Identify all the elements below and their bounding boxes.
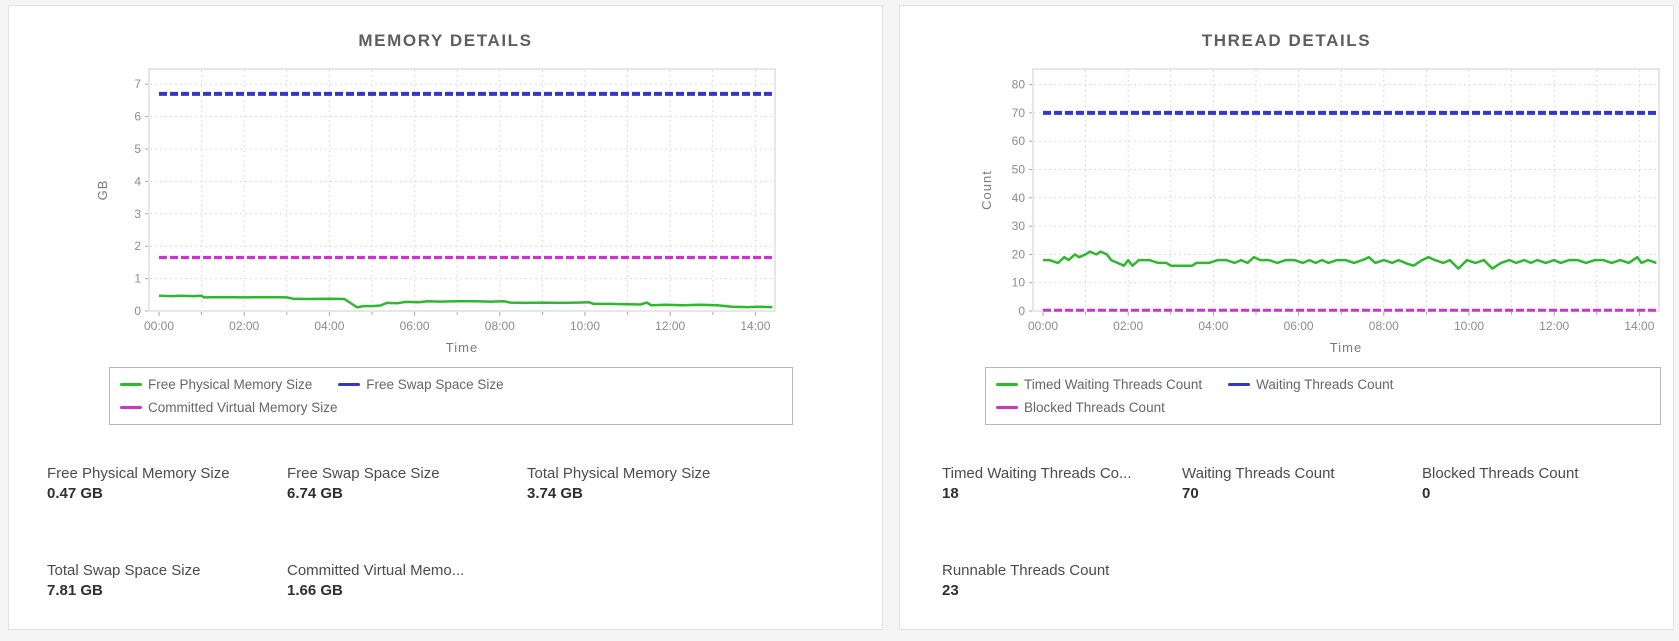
svg-text:00:00: 00:00: [1028, 319, 1058, 333]
svg-text:10:00: 10:00: [570, 319, 600, 333]
legend-label: Waiting Threads Count: [1256, 377, 1394, 392]
legend-series-dash-icon: [120, 406, 142, 409]
stat-value: 6.74 GB: [287, 485, 343, 502]
legend-item: Free Swap Space Size: [338, 373, 504, 396]
svg-text:1: 1: [134, 272, 141, 286]
stat-item: Free Physical Memory Size 0.47 GB: [47, 465, 287, 502]
stat-label: Total Physical Memory Size: [527, 465, 711, 482]
stat-item: Blocked Threads Count 0: [1422, 465, 1662, 502]
stat-item: Committed Virtual Memo... 1.66 GB: [287, 562, 527, 599]
svg-text:06:00: 06:00: [1284, 319, 1314, 333]
stat-item: Timed Waiting Threads Co... 18: [942, 465, 1182, 502]
thread-chart-legend: Timed Waiting Threads Count Waiting Threa…: [985, 367, 1661, 425]
legend-series-dash-icon: [996, 406, 1018, 409]
svg-text:40: 40: [1012, 191, 1026, 205]
svg-text:12:00: 12:00: [655, 319, 685, 333]
memory-chart-legend: Free Physical Memory Size Free Swap Space…: [109, 367, 793, 425]
svg-text:3: 3: [134, 207, 141, 221]
stat-item: Total Physical Memory Size 3.74 GB: [527, 465, 767, 502]
legend-series-dash-icon: [996, 383, 1018, 386]
legend-series-dash-icon: [120, 383, 142, 386]
memory-details-panel: MEMORY DETAILS 0 1 2 3 4 5 6 7 00:00 02:00 04:00 06…: [8, 5, 883, 630]
stat-value: 23: [942, 582, 959, 599]
svg-text:14:00: 14:00: [1624, 319, 1654, 333]
legend-label: Timed Waiting Threads Count: [1024, 377, 1203, 392]
legend-item: Free Physical Memory Size: [120, 373, 312, 396]
stat-label: Total Swap Space Size: [47, 562, 201, 579]
legend-series-dash-icon: [1228, 383, 1251, 386]
stat-value: 0.47 GB: [47, 485, 103, 502]
legend-label: Free Swap Space Size: [366, 377, 504, 392]
svg-text:7: 7: [134, 77, 141, 91]
svg-text:14:00: 14:00: [740, 319, 770, 333]
y-axis-title: GB: [95, 180, 110, 201]
svg-text:20: 20: [1012, 247, 1026, 261]
stat-value: 1.66 GB: [287, 582, 343, 599]
legend-series-dash-icon: [338, 383, 361, 386]
svg-text:10:00: 10:00: [1454, 319, 1484, 333]
svg-text:02:00: 02:00: [229, 319, 259, 333]
stat-label: Free Swap Space Size: [287, 465, 440, 482]
y-axis-title: Count: [979, 170, 994, 210]
thread-chart-title: THREAD DETAILS: [1201, 31, 1372, 50]
svg-text:2: 2: [134, 239, 141, 253]
legend-item: Timed Waiting Threads Count: [996, 373, 1202, 396]
memory-usage-chart[interactable]: 0 1 2 3 4 5 6 7 00:00 02:00 04:00 06:00 08:00 10:00 12…: [9, 57, 882, 357]
svg-text:04:00: 04:00: [1198, 319, 1228, 333]
stat-value: 18: [942, 485, 959, 502]
legend-label: Free Physical Memory Size: [148, 377, 313, 392]
thread-stats: Timed Waiting Threads Co... 18 Waiting Thr…: [900, 465, 1673, 599]
stat-item: Runnable Threads Count 23: [942, 562, 1182, 599]
stat-label: Committed Virtual Memo...: [287, 562, 465, 579]
svg-text:04:00: 04:00: [314, 319, 344, 333]
svg-text:4: 4: [134, 174, 141, 188]
memory-stats: Free Physical Memory Size 0.47 GB Free Swa…: [9, 465, 882, 599]
svg-text:08:00: 08:00: [1369, 319, 1399, 333]
thread-count-chart[interactable]: 0 10 20 30 40 50 60 70 80 00:00 02:00 04:00 06:00 08:…: [900, 57, 1673, 357]
svg-text:0: 0: [1018, 304, 1025, 318]
svg-text:00:00: 00:00: [144, 319, 174, 333]
stat-item: Waiting Threads Count 70: [1182, 465, 1422, 502]
x-axis-title: Time: [1330, 340, 1362, 355]
svg-text:02:00: 02:00: [1113, 319, 1143, 333]
svg-text:80: 80: [1012, 78, 1026, 92]
stat-label: Runnable Threads Count: [942, 562, 1110, 579]
svg-text:10: 10: [1012, 276, 1026, 290]
stat-value: 0: [1422, 485, 1431, 502]
stat-item: Total Swap Space Size 7.81 GB: [47, 562, 287, 599]
stat-label: Blocked Threads Count: [1422, 465, 1579, 482]
legend-item: Blocked Threads Count: [996, 396, 1165, 419]
svg-text:70: 70: [1012, 106, 1026, 120]
svg-text:08:00: 08:00: [485, 319, 515, 333]
stat-item: Free Swap Space Size 6.74 GB: [287, 465, 527, 502]
svg-text:30: 30: [1012, 219, 1026, 233]
stat-value: 7.81 GB: [47, 582, 103, 599]
stat-value: 3.74 GB: [527, 485, 583, 502]
memory-chart-title: MEMORY DETAILS: [358, 31, 533, 50]
svg-text:6: 6: [134, 110, 141, 124]
legend-item: Waiting Threads Count: [1228, 373, 1393, 396]
x-axis-title: Time: [446, 340, 478, 355]
svg-text:12:00: 12:00: [1539, 319, 1569, 333]
svg-text:5: 5: [134, 142, 141, 156]
svg-text:0: 0: [134, 304, 141, 318]
stat-value: 70: [1182, 485, 1199, 502]
svg-text:60: 60: [1012, 134, 1026, 148]
stat-label: Free Physical Memory Size: [47, 465, 230, 482]
stat-label: Waiting Threads Count: [1182, 465, 1335, 482]
legend-label: Blocked Threads Count: [1024, 400, 1165, 415]
svg-text:06:00: 06:00: [400, 319, 430, 333]
stat-label: Timed Waiting Threads Co...: [942, 465, 1132, 482]
svg-text:50: 50: [1012, 163, 1026, 177]
legend-item: Committed Virtual Memory Size: [120, 396, 338, 419]
thread-details-panel: THREAD DETAILS 0 10 20 30 40 50 60 70 80 00:00 02:…: [899, 5, 1674, 630]
legend-label: Committed Virtual Memory Size: [148, 400, 338, 415]
